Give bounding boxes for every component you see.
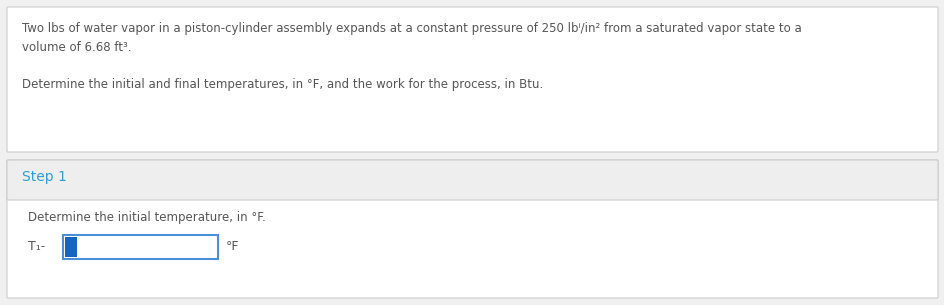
FancyBboxPatch shape: [7, 160, 937, 298]
Text: °F: °F: [226, 240, 239, 253]
FancyBboxPatch shape: [7, 160, 937, 200]
Text: Determine the initial temperature, in °F.: Determine the initial temperature, in °F…: [28, 211, 265, 224]
Text: Step 1: Step 1: [22, 170, 67, 184]
Text: volume of 6.68 ft³.: volume of 6.68 ft³.: [22, 41, 131, 54]
FancyBboxPatch shape: [65, 237, 76, 257]
Text: Determine the initial and final temperatures, in °F, and the work for the proces: Determine the initial and final temperat…: [22, 78, 543, 91]
FancyBboxPatch shape: [7, 7, 937, 152]
Text: T₁-: T₁-: [28, 240, 45, 253]
FancyBboxPatch shape: [63, 235, 218, 259]
Text: Two lbs of water vapor in a piston-cylinder assembly expands at a constant press: Two lbs of water vapor in a piston-cylin…: [22, 22, 801, 35]
